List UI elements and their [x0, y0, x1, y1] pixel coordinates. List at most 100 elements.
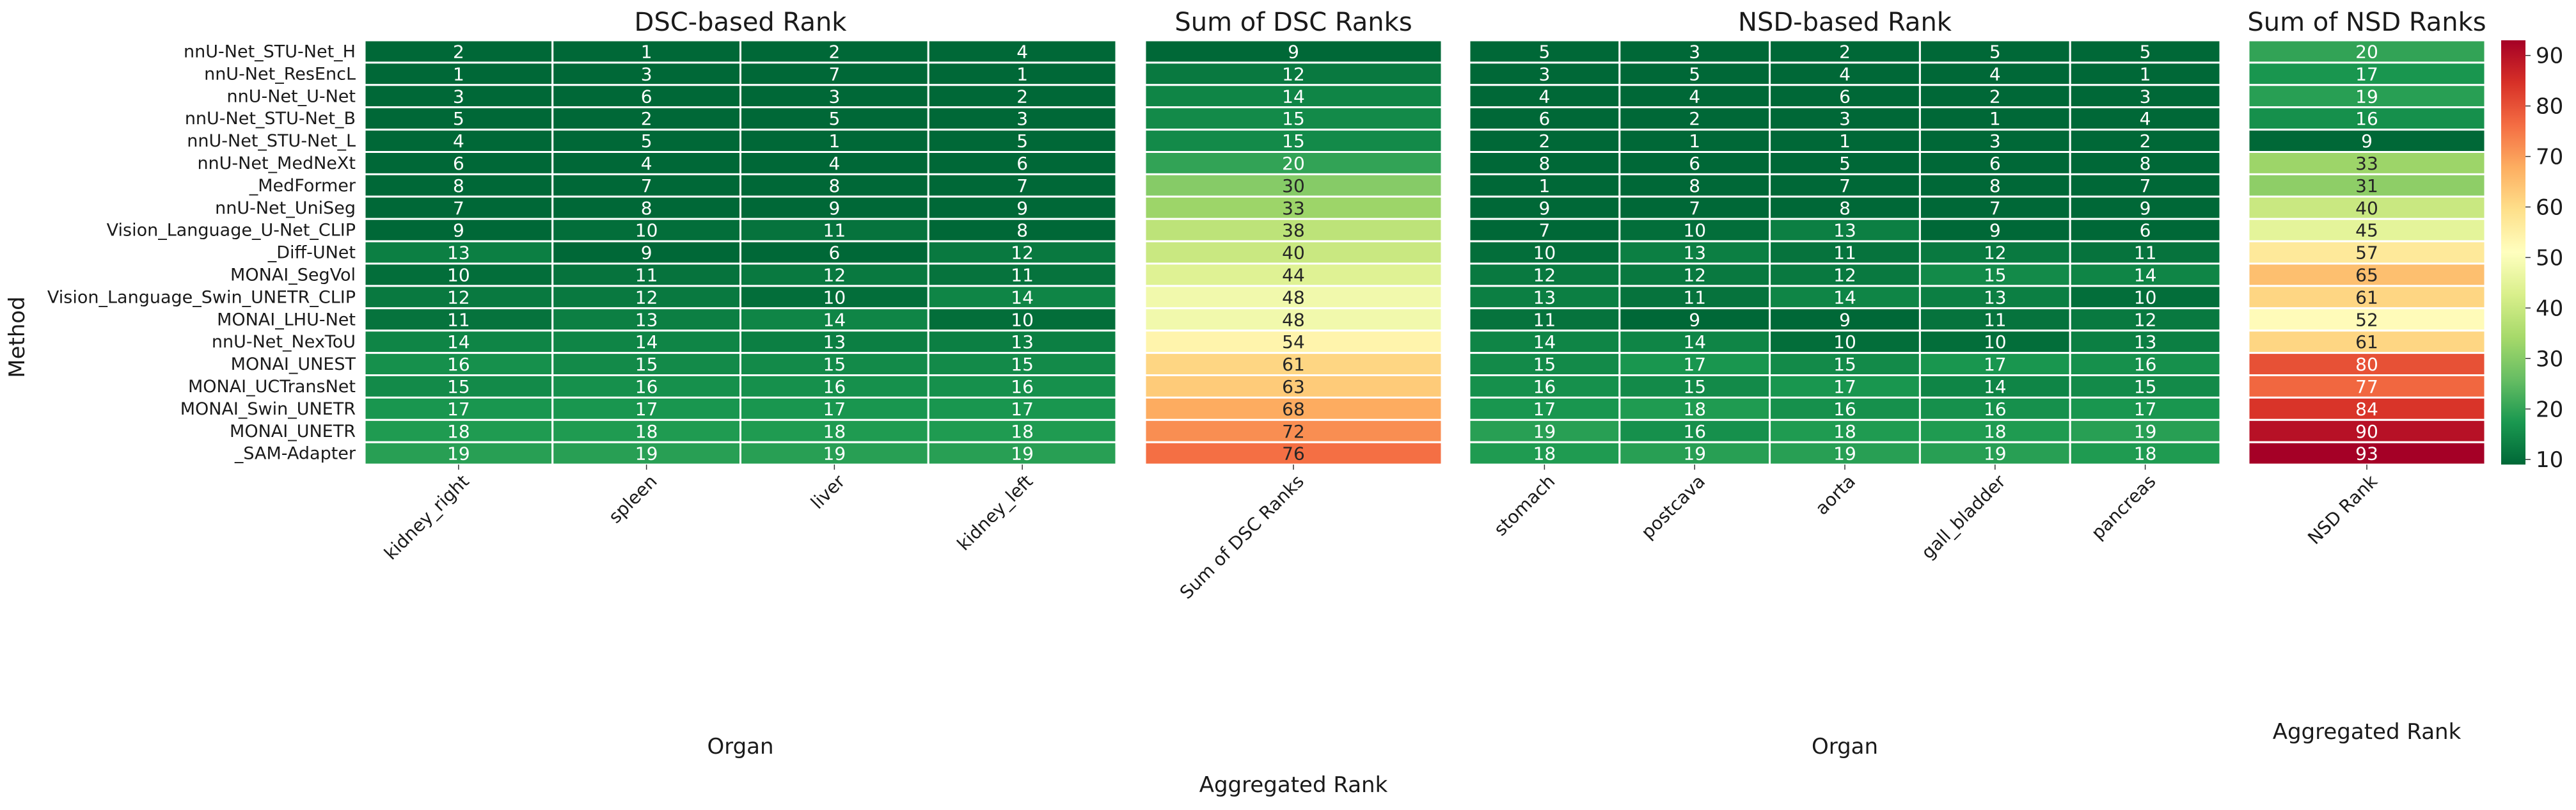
- cell-value-label: 10: [635, 220, 658, 241]
- cell-value-label: 16: [635, 376, 658, 397]
- cell-value-label: 9: [1288, 41, 1299, 62]
- panel-x-axis-label: Organ: [707, 734, 773, 759]
- cell-value-label: 18: [1011, 421, 1034, 442]
- heatmap-cell: [1144, 285, 1443, 310]
- cell-value-label: 1: [1016, 63, 1028, 84]
- cell-value-label: 10: [1533, 242, 1556, 264]
- cell-value-label: 33: [1282, 198, 1305, 219]
- cell-value-label: 33: [2355, 153, 2378, 174]
- cell-value-label: 15: [1833, 354, 1856, 375]
- cell-value-label: 52: [2355, 309, 2378, 330]
- cell-value-label: 3: [641, 63, 652, 84]
- cell-value-label: 6: [828, 242, 840, 264]
- heatmap-cell: [1918, 285, 2071, 310]
- cell-value-label: 9: [828, 198, 840, 219]
- heatmap-cell: [927, 106, 1118, 131]
- column-tick-label: postcava: [1637, 471, 1709, 543]
- cell-value-label: 9: [1839, 309, 1851, 330]
- cell-value-label: 31: [2355, 175, 2378, 196]
- cell-value-label: 16: [2134, 354, 2157, 375]
- heatmap-cell: [2247, 285, 2486, 310]
- method-label: Vision_Language_Swin_UNETR_CLIP: [47, 287, 356, 307]
- heatmap-cell: [2247, 39, 2486, 64]
- heatmap-cell: [1769, 218, 1921, 242]
- cell-value-label: 2: [1016, 86, 1028, 107]
- colorbar-tick-label: 20: [2536, 397, 2563, 422]
- heatmap-cell: [927, 285, 1118, 310]
- heatmap-cell: [1144, 106, 1443, 131]
- method-label: nnU-Net_MedNeXt: [197, 154, 356, 173]
- method-label: nnU-Net_STU-Net_L: [187, 131, 356, 151]
- panel-title: Sum of DSC Ranks: [1174, 8, 1412, 37]
- cell-value-label: 57: [2355, 242, 2378, 264]
- heatmap-cell: [1468, 307, 1621, 332]
- cell-value-label: 2: [2140, 131, 2151, 152]
- heatmap-cell: [1769, 173, 1921, 198]
- cell-value-label: 5: [641, 131, 652, 152]
- column-tick-label: aorta: [1811, 471, 1860, 520]
- cell-value-label: 61: [2355, 331, 2378, 353]
- cell-value-label: 15: [823, 354, 846, 375]
- cell-value-label: 3: [1016, 108, 1028, 129]
- cell-value-label: 8: [1016, 220, 1028, 241]
- cell-value-label: 12: [1833, 264, 1856, 285]
- heatmap-cell: [1769, 396, 1921, 421]
- heatmap-cell: [551, 307, 741, 332]
- cell-value-label: 1: [453, 63, 464, 84]
- cell-value-label: 18: [823, 421, 846, 442]
- heatmap-cell: [927, 218, 1118, 242]
- heatmap-cell: [1144, 418, 1443, 443]
- heatmap-cell: [551, 84, 741, 109]
- cell-value-label: 14: [1011, 287, 1034, 308]
- heatmap-cell: [1918, 307, 2071, 332]
- heatmap-cell: [1144, 374, 1443, 399]
- heatmap-cell: [2247, 418, 2486, 443]
- method-labels: nnU-Net_STU-Net_HnnU-Net_ResEncLnnU-Net_…: [47, 42, 356, 463]
- cell-value-label: 1: [828, 131, 840, 152]
- column-tick-label: kidney_left: [953, 471, 1037, 555]
- heatmap-cell: [1918, 396, 2071, 421]
- heatmap-cell: [1468, 240, 1621, 265]
- heatmap-cell: [1144, 218, 1443, 242]
- cell-value-label: 13: [1683, 242, 1706, 264]
- heatmap-cell: [1144, 396, 1443, 421]
- heatmap-cell: [1618, 106, 1771, 131]
- cell-value-label: 15: [1282, 108, 1305, 129]
- cell-value-label: 4: [641, 153, 652, 174]
- cell-value-label: 48: [1282, 309, 1305, 330]
- heatmap-cell: [2069, 84, 2222, 109]
- cell-value-label: 13: [1011, 331, 1034, 353]
- cell-value-label: 14: [823, 309, 846, 330]
- cell-value-label: 9: [1989, 220, 2001, 241]
- cell-value-label: 9: [641, 242, 652, 264]
- panel-title: Sum of NSD Ranks: [2247, 8, 2486, 37]
- cell-value-label: 17: [1683, 354, 1706, 375]
- cell-value-label: 11: [1533, 309, 1556, 330]
- cell-value-label: 15: [447, 376, 470, 397]
- cell-value-label: 14: [1533, 331, 1556, 353]
- cell-value-label: 8: [1689, 175, 1700, 196]
- heatmap-cell: [363, 129, 554, 154]
- heatmap-cell: [2247, 330, 2486, 354]
- method-label: MONAI_UNETR: [230, 422, 356, 441]
- heatmap-cell: [363, 195, 554, 220]
- cell-value-label: 13: [1984, 287, 2007, 308]
- heatmap-cell: [1769, 441, 1921, 466]
- cell-value-label: 19: [447, 443, 470, 465]
- cell-value-label: 18: [2134, 443, 2157, 465]
- cell-value-label: 5: [1689, 63, 1700, 84]
- cell-value-label: 10: [1833, 331, 1856, 353]
- cell-value-label: 7: [1839, 175, 1851, 196]
- heatmap-cell: [1918, 39, 2071, 64]
- cell-value-label: 3: [2140, 86, 2151, 107]
- cell-value-label: 61: [1282, 354, 1305, 375]
- cell-value-label: 2: [1839, 41, 1851, 62]
- cell-value-label: 30: [1282, 175, 1305, 196]
- cell-value-label: 19: [1533, 421, 1556, 442]
- cell-value-label: 15: [1533, 354, 1556, 375]
- cell-value-label: 7: [1016, 175, 1028, 196]
- cell-value-label: 12: [1984, 242, 2007, 264]
- cell-value-label: 77: [2355, 376, 2378, 397]
- heatmap-cell: [739, 129, 929, 154]
